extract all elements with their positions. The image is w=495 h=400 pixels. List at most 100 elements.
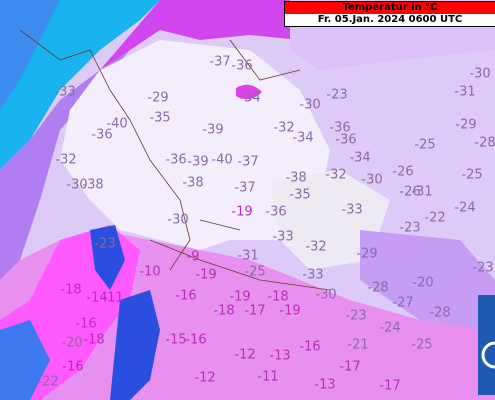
temperature-label: -30 bbox=[361, 173, 382, 188]
temperature-label: -23 bbox=[472, 261, 493, 276]
temperature-label: -30 bbox=[167, 213, 188, 228]
sea-cold bbox=[0, 0, 160, 170]
temperature-label: -36 bbox=[265, 205, 286, 220]
temperature-label: -16 bbox=[175, 289, 196, 304]
east-purple bbox=[360, 230, 495, 330]
temperature-label: -33 bbox=[341, 203, 362, 218]
temperature-label: -39 bbox=[202, 123, 223, 138]
temperature-label: -32 bbox=[55, 153, 76, 168]
temperature-label: -19 bbox=[231, 205, 252, 220]
temperature-label: -19 bbox=[195, 268, 216, 283]
temperature-label: -10 bbox=[139, 265, 160, 280]
temperature-label: -22 bbox=[424, 211, 445, 226]
temperature-label: -23 bbox=[326, 88, 347, 103]
temperature-label: -34 bbox=[292, 131, 313, 146]
temperature-label: -37 bbox=[237, 155, 258, 170]
temperature-label: -33 bbox=[272, 230, 293, 245]
temperature-label: -19 bbox=[229, 290, 250, 305]
temperature-label: -14 bbox=[86, 291, 107, 306]
temperature-label: -18 bbox=[213, 304, 234, 319]
temperature-label: -25 bbox=[244, 265, 265, 280]
temperature-label: -38 bbox=[285, 171, 306, 186]
temperature-label: -16 bbox=[299, 340, 320, 355]
temperature-label: -30 bbox=[299, 98, 320, 113]
temperature-label: -36 bbox=[165, 153, 186, 168]
temperature-label: -23 bbox=[345, 309, 366, 324]
temperature-label: -16 bbox=[185, 333, 206, 348]
temperature-label: -16 bbox=[75, 317, 96, 332]
temperature-label: -35 bbox=[289, 188, 310, 203]
coast-purple bbox=[0, 50, 130, 280]
temperature-label: -37 bbox=[234, 181, 255, 196]
temperature-label: -40 bbox=[106, 117, 127, 132]
temperature-label: -18 bbox=[83, 333, 104, 348]
temperature-label: -11 bbox=[102, 291, 123, 306]
temperature-label: -31 bbox=[411, 185, 432, 200]
baltic-blue bbox=[90, 225, 125, 290]
west-blue bbox=[0, 320, 50, 400]
temperature-label: -36 bbox=[329, 121, 350, 136]
temperature-label: -34 bbox=[239, 91, 260, 106]
temperature-label: -13 bbox=[269, 349, 290, 364]
temperature-label: -15 bbox=[165, 333, 186, 348]
temperature-label: -40 bbox=[211, 153, 232, 168]
temperature-label: -12 bbox=[194, 371, 215, 386]
temperature-label: -21 bbox=[347, 338, 368, 353]
temperature-label: -29 bbox=[356, 247, 377, 262]
temperature-label: -37 bbox=[209, 55, 230, 70]
temperature-label: -28 bbox=[474, 136, 495, 151]
temperature-label: -33 bbox=[302, 268, 323, 283]
temperature-label: -30 bbox=[469, 67, 490, 82]
temperature-label: -32 bbox=[273, 121, 294, 136]
temperature-label: -23 bbox=[399, 221, 420, 236]
temperature-label: -35 bbox=[149, 111, 170, 126]
temperature-label: -9 bbox=[187, 250, 200, 265]
logo-mark bbox=[481, 341, 495, 369]
interior-white bbox=[60, 40, 330, 250]
temperature-label: -30 bbox=[315, 288, 336, 303]
temperature-label: -33 bbox=[54, 85, 75, 100]
magenta-north bbox=[100, 0, 300, 70]
temperature-label: -27 bbox=[392, 296, 413, 311]
sea-blue bbox=[0, 0, 60, 110]
temperature-label: -39 bbox=[187, 155, 208, 170]
temperature-label: -23 bbox=[94, 237, 115, 252]
temperature-label: -32 bbox=[305, 240, 326, 255]
temperature-label: -20 bbox=[412, 276, 433, 291]
temperature-label: -17 bbox=[244, 304, 265, 319]
temperature-label: -36 bbox=[231, 59, 252, 74]
header-subtitle: Fr. 05.Jan. 2024 0600 UTC bbox=[317, 14, 463, 25]
temperature-label: -18 bbox=[60, 283, 81, 298]
temperature-label: -28 bbox=[429, 306, 450, 321]
temperature-label: -29 bbox=[455, 118, 476, 133]
labels: -37 -36-30-31-33 -29 -34 -30-23-35-39-36-40-… bbox=[37, 55, 495, 394]
temperature-label: -12 bbox=[234, 348, 255, 363]
temperature-label: -29 bbox=[147, 91, 168, 106]
temperature-label: -34 bbox=[349, 151, 370, 166]
temperature-label: -18 bbox=[267, 290, 288, 305]
temperature-label: -36 bbox=[91, 128, 112, 143]
temperature-label: -19 bbox=[279, 304, 300, 319]
temperature-label: -13 bbox=[314, 378, 335, 393]
temperature-label: -22 bbox=[37, 375, 58, 390]
temperature-label: -24 bbox=[379, 321, 400, 336]
temperature-label: -16 bbox=[62, 360, 83, 375]
temperature-label: -17 bbox=[339, 360, 360, 375]
temperature-label: -38 bbox=[82, 178, 103, 193]
header-title: Temperatur in °C bbox=[285, 2, 495, 14]
temperature-label: -26 bbox=[392, 165, 413, 180]
temperature-label: -11 bbox=[257, 370, 278, 385]
header: Temperatur in °C Fr. 05.Jan. 2024 0600 U… bbox=[284, 1, 495, 27]
borders bbox=[19, 29, 331, 291]
temperature-label: -20 bbox=[61, 336, 82, 351]
temperature-label: -32 bbox=[325, 168, 346, 183]
temperature-label: -25 bbox=[411, 338, 432, 353]
temperature-label: -28 bbox=[367, 281, 388, 296]
cold-spot bbox=[236, 84, 262, 100]
temperature-label: -17 bbox=[379, 379, 400, 394]
temperature-label: -25 bbox=[414, 138, 435, 153]
temperature-label: -30 bbox=[66, 178, 87, 193]
temperature-label: -24 bbox=[454, 201, 475, 216]
